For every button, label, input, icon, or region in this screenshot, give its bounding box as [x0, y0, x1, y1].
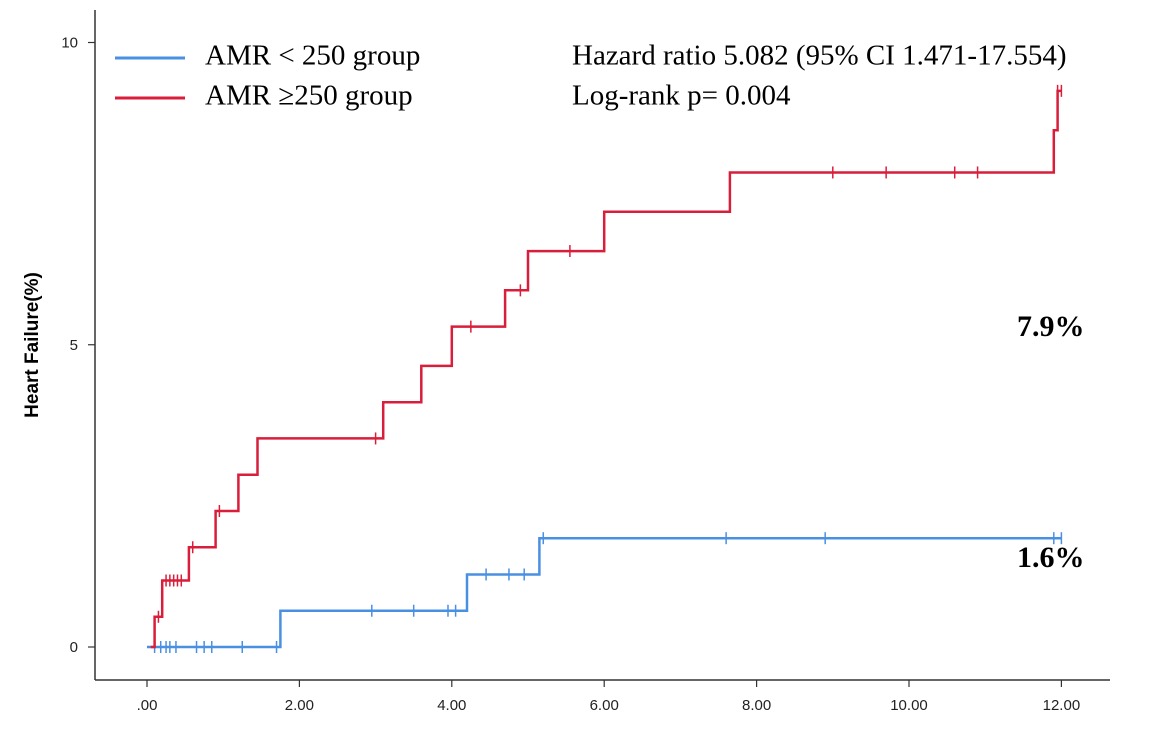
y-tick-label: 0 [70, 639, 78, 656]
series-amr-high [150, 84, 1063, 649]
x-tick-label: 4.00 [437, 697, 466, 714]
y-axis-ticks: 05101520 [61, 35, 95, 656]
x-tick-label: 10.00 [890, 697, 928, 714]
legend: AMR < 250 group AMR ≥250 group [115, 40, 420, 112]
series-amr-low [147, 532, 1063, 653]
x-tick-label: 8.00 [742, 697, 771, 714]
survival-curve-amr-low [147, 536, 1062, 649]
log-rank-text: Log-rank p= 0.004 [572, 80, 791, 112]
end-label-amr-high: 7.9% [1017, 310, 1085, 343]
hazard-ratio-text: Hazard ratio 5.082 (95% CI 1.471-17.554) [572, 40, 1067, 72]
x-tick-label: 12.00 [1043, 697, 1081, 714]
x-tick-label: 2.00 [285, 697, 314, 714]
x-tick-label: .00 [137, 697, 158, 714]
legend-label-amr-high: AMR ≥250 group [205, 80, 413, 112]
y-tick-label: 10 [61, 35, 78, 52]
x-tick-label: 6.00 [590, 697, 619, 714]
x-axis-ticks: .00 2.00 4.00 6.00 8.00 10.00 12.00 [137, 680, 1081, 714]
end-label-amr-low: 1.6% [1017, 541, 1085, 574]
y-tick-label: 5 [70, 337, 78, 354]
series-layer [147, 84, 1063, 653]
y-axis-label: Heart Failure(%) [22, 272, 43, 418]
legend-label-amr-low: AMR < 250 group [205, 40, 420, 72]
survival-curve-amr-high [150, 89, 1062, 649]
